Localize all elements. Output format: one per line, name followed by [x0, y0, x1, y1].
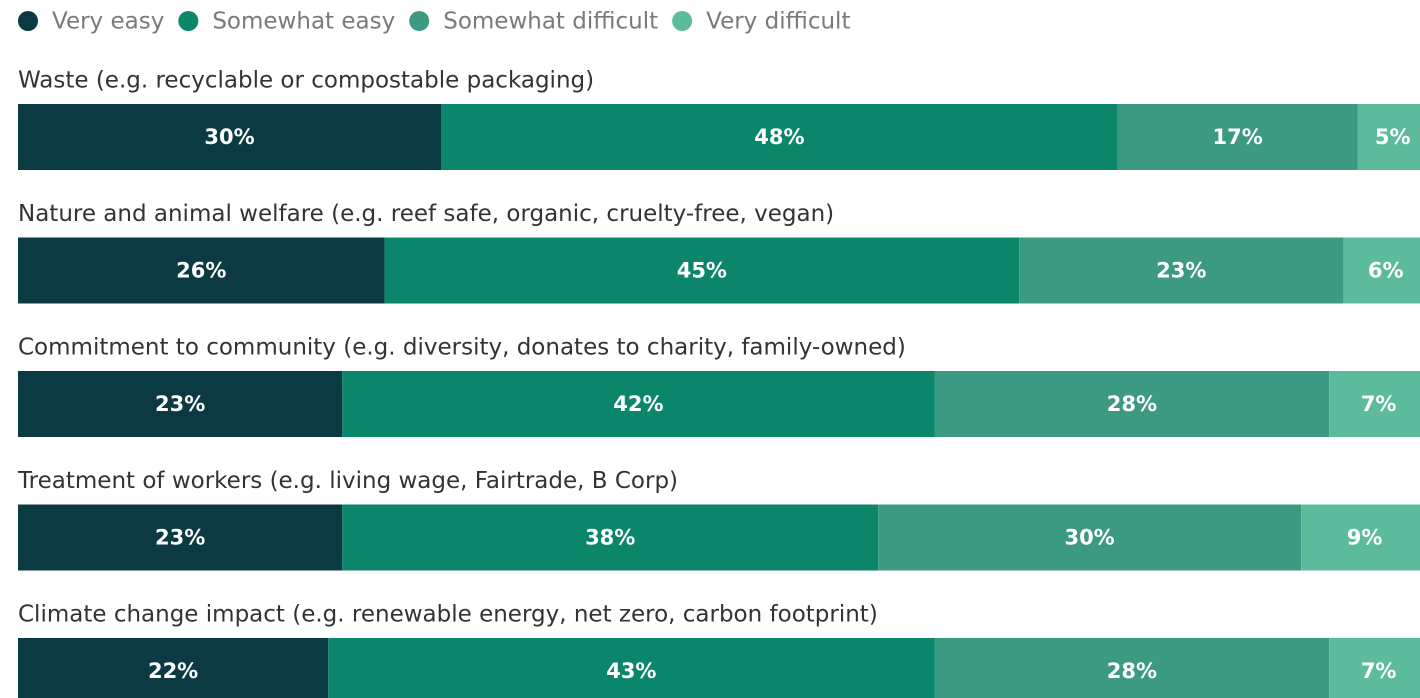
bar-segment — [934, 638, 1330, 698]
category-label: Treatment of workers (e.g. living wage, … — [17, 468, 678, 494]
bar-segment — [441, 104, 1118, 170]
bar-segment — [1301, 504, 1420, 571]
legend-label: Very easy — [52, 9, 164, 35]
category-label: Climate change impact (e.g. renewable en… — [18, 602, 878, 628]
bar-segment — [1329, 638, 1420, 698]
bar-segment — [18, 504, 343, 571]
bar-segment — [1117, 104, 1358, 170]
data-label: 26% — [176, 259, 226, 283]
category-label: Nature and animal welfare (e.g. reef saf… — [18, 201, 834, 227]
legend-marker — [178, 11, 199, 31]
legend-marker — [672, 11, 693, 31]
data-label: 28% — [1107, 659, 1157, 683]
legend-label: Very difficult — [706, 9, 850, 35]
bar-segment — [1019, 237, 1344, 304]
data-label: 43% — [606, 659, 656, 683]
data-label: 48% — [754, 125, 804, 149]
bar-segment — [1357, 104, 1420, 170]
bar-segment — [328, 638, 935, 698]
legend-marker — [409, 11, 430, 31]
data-label: 23% — [1156, 259, 1206, 283]
bar-segment — [342, 504, 879, 571]
data-label: 6% — [1368, 259, 1404, 283]
bar-segment — [384, 237, 1020, 304]
data-label: 22% — [148, 659, 198, 683]
data-label: 30% — [1064, 526, 1114, 550]
bar-segment — [18, 237, 385, 304]
data-label: 45% — [677, 259, 727, 283]
bar-segment — [342, 371, 935, 437]
bar-segment — [1343, 237, 1420, 304]
bar-segment — [18, 104, 441, 170]
data-label: 30% — [204, 125, 254, 149]
data-label: 5% — [1375, 125, 1411, 149]
data-label: 23% — [155, 526, 205, 550]
category-label: Waste (e.g. recyclable or compostable pa… — [18, 68, 594, 94]
bar-segment — [878, 504, 1302, 571]
data-label: 38% — [585, 526, 635, 550]
data-label: 7% — [1361, 659, 1397, 683]
category-label: Commitment to community (e.g. diversity,… — [18, 335, 906, 361]
bar-segment — [18, 638, 329, 698]
legend-label: Somewhat difficult — [443, 9, 658, 35]
bar-segment — [934, 371, 1330, 437]
bar-segment — [1329, 371, 1420, 437]
data-label: 17% — [1213, 125, 1263, 149]
data-label: 42% — [613, 392, 663, 416]
legend-label: Somewhat easy — [212, 9, 395, 35]
legend-marker — [18, 11, 38, 31]
data-label: 28% — [1107, 392, 1157, 416]
data-label: 23% — [155, 392, 205, 416]
data-label: 9% — [1347, 526, 1383, 550]
bar-segment — [18, 371, 343, 437]
data-label: 7% — [1361, 392, 1397, 416]
